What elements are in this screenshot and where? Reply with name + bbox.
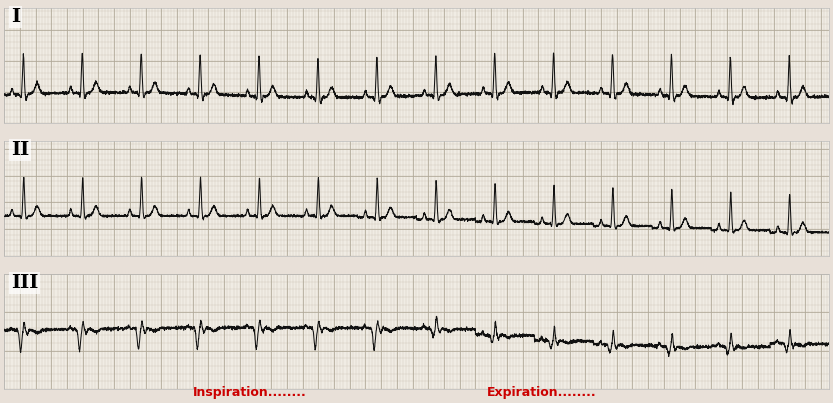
Text: Expiration........: Expiration........ — [486, 386, 596, 399]
Text: I: I — [11, 8, 20, 26]
Text: III: III — [11, 274, 38, 292]
Text: Inspiration........: Inspiration........ — [193, 386, 307, 399]
Text: II: II — [11, 141, 29, 159]
